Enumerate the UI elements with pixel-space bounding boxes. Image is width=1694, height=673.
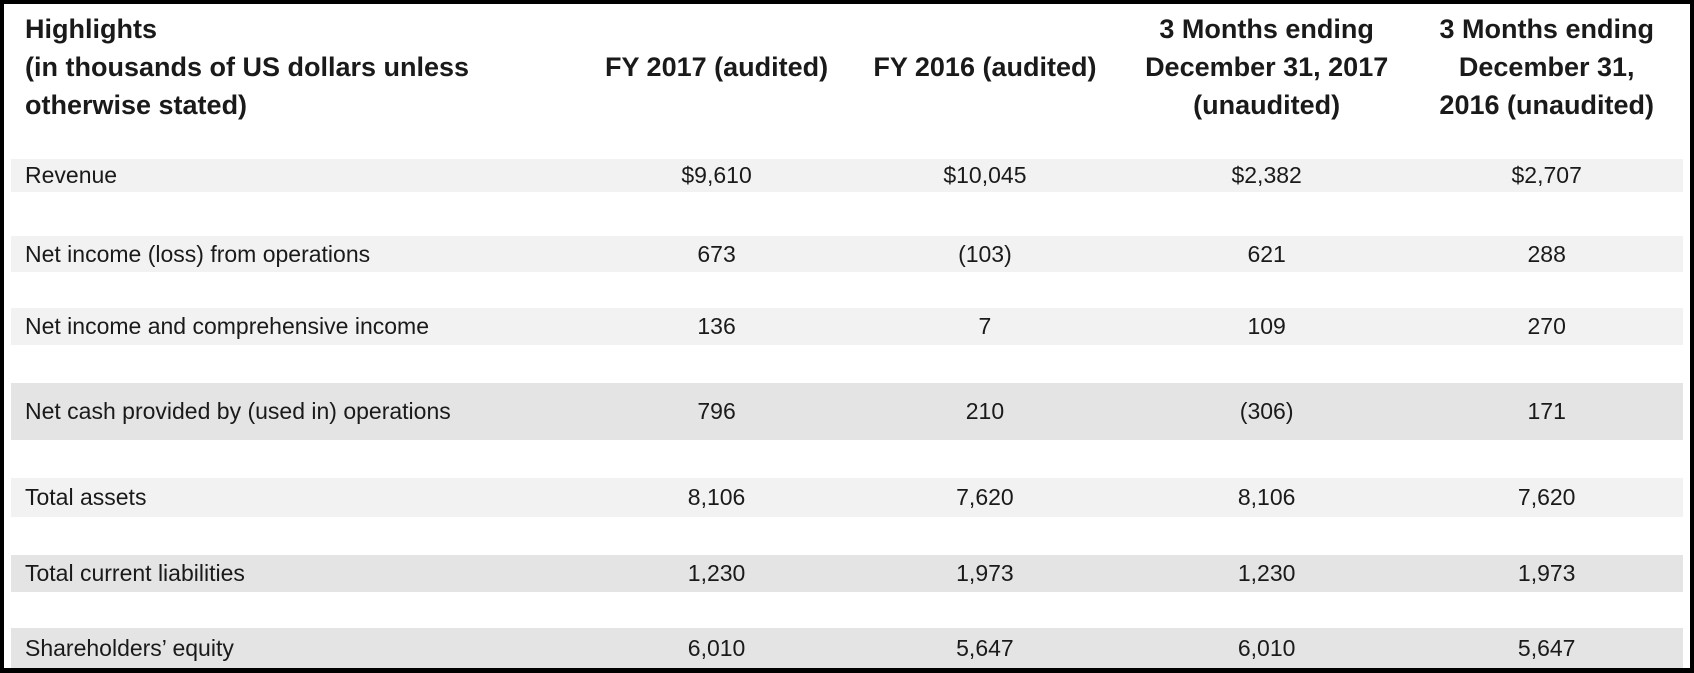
cell-value: 210 [965,398,1005,424]
row-label: Net income (loss) from operations [25,240,371,267]
row-spacer [4,345,1690,383]
cell-value: $2,382 [1231,162,1302,188]
header-title: Highlights (in thousands of US dollars u… [11,10,586,124]
cell-value: 5,647 [956,634,1014,661]
row-spacer [4,192,1690,236]
cell-value: 136 [697,313,736,339]
row-spacer [4,517,1690,555]
cell-value: (306) [1239,398,1294,424]
cell-value: 796 [697,398,736,424]
cell-value: 8,106 [1237,484,1296,510]
column-header-fy2016: FY 2016 (audited) [873,52,1097,82]
table-row-comprehensive-income: Net income and comprehensive income 136 … [11,308,1683,345]
row-label: Net income and comprehensive income [25,313,429,339]
cell-value: 288 [1527,240,1566,267]
row-label: Net cash provided by (used in) operation… [25,398,451,424]
cell-value: 7,620 [1517,484,1576,510]
row-label: Revenue [25,162,118,188]
cell-value: 621 [1247,240,1286,267]
cell-value: 6,010 [687,634,746,661]
cell-value: $10,045 [943,162,1027,188]
cell-value: 171 [1527,398,1566,424]
cell-value: 5,647 [1517,634,1576,661]
cell-value: 7 [978,313,992,339]
row-label: Shareholders’ equity [25,634,234,661]
cell-value: $2,707 [1511,162,1582,188]
row-label: Total assets [25,484,147,510]
table-row-total-current-liabilities: Total current liabilities 1,230 1,973 1,… [11,555,1683,592]
table-row-net-income-operations: Net income (loss) from operations 673 (1… [11,236,1683,272]
cell-value: 1,230 [1237,560,1296,586]
header-title-line: (in thousands of US dollars unless [25,52,470,82]
cell-value: 1,973 [956,560,1014,586]
row-spacer [4,440,1690,478]
table-row-shareholders-equity: Shareholders’ equity 6,010 5,647 6,010 5… [11,628,1683,668]
cell-value: 109 [1247,313,1286,339]
column-header-fy2017: FY 2017 (audited) [605,52,829,82]
cell-value: 6,010 [1237,634,1296,661]
column-header-3m-2016: 3 Months ending December 31, 2016 (unaud… [1439,14,1654,120]
cell-value: 1,230 [687,560,746,586]
cell-value: 7,620 [956,484,1014,510]
table-row-total-assets: Total assets 8,106 7,620 8,106 7,620 [11,478,1683,517]
cell-value: (103) [958,240,1012,267]
cell-value: $9,610 [681,162,752,188]
header-title-line: otherwise stated) [25,90,248,120]
cell-value: 8,106 [687,484,746,510]
table-header-row: Highlights (in thousands of US dollars u… [4,4,1690,159]
row-label: Total current liabilities [25,560,245,586]
cell-value: 1,973 [1517,560,1576,586]
cell-value: 270 [1527,313,1566,339]
cell-value: 673 [697,240,736,267]
column-header-3m-2017: 3 Months ending December 31, 2017 (unaud… [1145,14,1389,120]
row-spacer [4,272,1690,308]
table-row-revenue: Revenue $9,610 $10,045 $2,382 $2,707 [11,159,1683,192]
header-title-line: Highlights [25,14,157,44]
row-spacer [4,592,1690,628]
table-row-net-cash-operations: Net cash provided by (used in) operation… [11,383,1683,440]
